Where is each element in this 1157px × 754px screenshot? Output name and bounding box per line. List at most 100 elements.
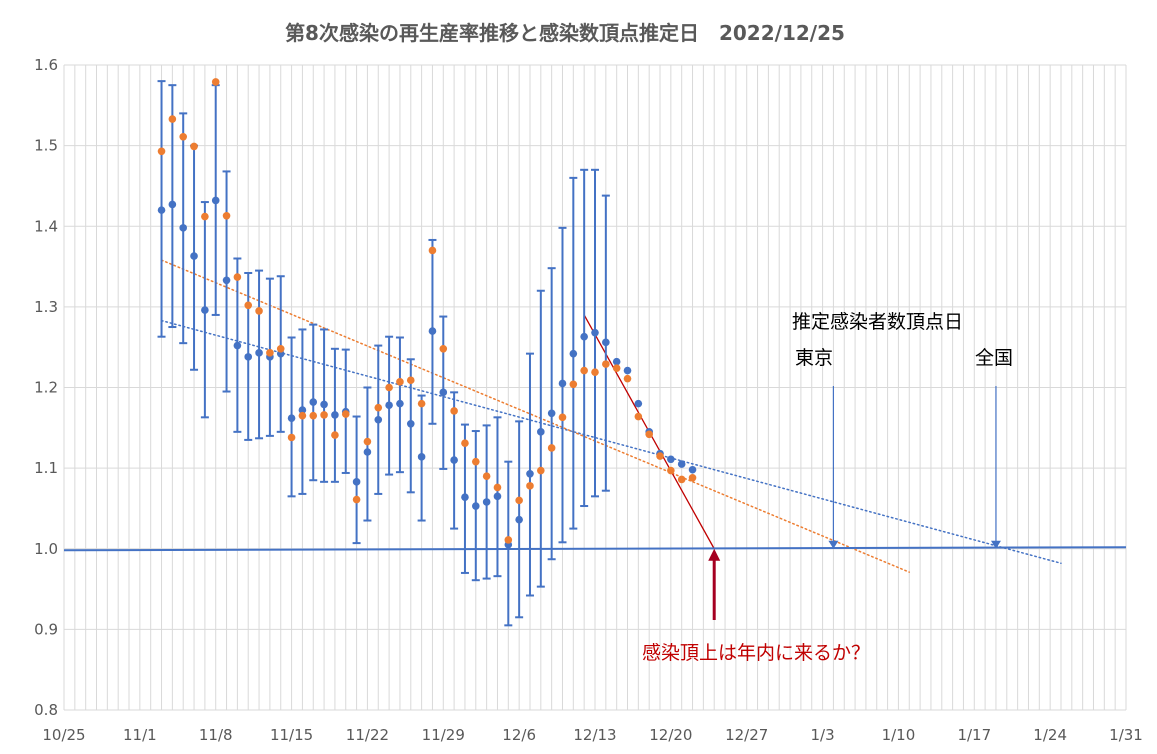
x-tick-label: 10/25 — [42, 726, 85, 744]
error-bars — [157, 80, 610, 627]
data-point-orange — [482, 472, 491, 480]
data-point-orange — [363, 437, 372, 446]
data-point-blue — [179, 224, 188, 232]
data-point-orange — [287, 433, 296, 442]
x-tick-label: 11/22 — [346, 726, 389, 744]
y-tick-label: 1.5 — [34, 137, 58, 155]
data-point-orange — [471, 457, 480, 466]
data-point-orange — [558, 413, 567, 422]
data-point-blue — [493, 492, 502, 501]
data-point-blue — [363, 448, 372, 456]
data-point-blue — [450, 456, 458, 464]
data-point-orange — [688, 474, 697, 482]
x-tick-label: 11/8 — [199, 726, 233, 744]
data-point-orange — [493, 483, 502, 492]
data-point-blue — [591, 328, 599, 337]
annotations: 推定感染者数頂点日 東京 全国 感染頂上は年内に来るか？ — [642, 311, 1013, 664]
data-point-orange — [385, 383, 393, 392]
data-point-blue — [157, 206, 166, 214]
data-point-orange — [331, 431, 339, 439]
data-point-orange — [645, 430, 653, 439]
chart-title: 第8次感染の再生産率推移と感染数頂点推定日 2022/12/25 — [285, 21, 845, 45]
y-tick-label: 1.0 — [34, 540, 58, 558]
data-point-orange — [526, 482, 534, 490]
data-point-orange — [439, 345, 448, 353]
x-tick-label: 12/20 — [649, 726, 692, 744]
data-point-blue — [396, 399, 404, 408]
x-tick-label: 1/17 — [957, 726, 991, 744]
data-point-orange — [569, 380, 578, 389]
data-point-blue — [331, 411, 339, 419]
data-point-orange — [320, 411, 328, 419]
data-point-blue — [461, 493, 469, 501]
data-point-blue — [222, 276, 231, 285]
data-point-blue — [677, 460, 686, 468]
data-point-orange — [222, 211, 231, 220]
x-tick-label: 11/29 — [422, 726, 465, 744]
baseline-line — [63, 546, 1127, 552]
data-point-orange — [580, 366, 588, 375]
y-tick-label: 1.2 — [34, 379, 58, 397]
data-point-blue — [287, 414, 296, 422]
data-point-blue — [352, 478, 361, 486]
data-point-orange — [656, 452, 664, 460]
data-point-orange — [428, 246, 437, 255]
data-point-blue — [537, 428, 545, 436]
data-point-blue — [298, 406, 307, 414]
data-point-orange — [667, 466, 675, 475]
y-tick-label: 0.8 — [34, 701, 58, 719]
y-tick-label: 1.1 — [34, 459, 58, 477]
data-point-blue — [233, 341, 242, 350]
data-point-orange — [244, 301, 253, 310]
data-point-orange — [537, 466, 545, 475]
y-tick-label: 1.4 — [34, 217, 58, 235]
annotation-question-arrow-head — [708, 548, 721, 561]
baseline-1-0 — [63, 546, 1127, 552]
data-point-blue — [417, 453, 426, 461]
data-point-blue — [482, 498, 491, 506]
data-point-blue — [211, 196, 220, 205]
data-point-orange — [396, 378, 404, 386]
annotation-tokyo-arrow-head — [828, 540, 839, 549]
data-point-orange — [623, 374, 632, 383]
data-point-orange — [341, 410, 350, 418]
data-point-orange — [406, 376, 415, 385]
data-point-blue — [612, 357, 621, 366]
data-point-orange — [179, 132, 188, 141]
data-point-orange — [515, 496, 523, 505]
x-tick-label: 1/10 — [882, 726, 916, 744]
data-point-orange — [504, 536, 513, 544]
x-tick-label: 1/3 — [811, 726, 835, 744]
data-point-orange — [309, 411, 318, 420]
data-point-orange — [591, 368, 599, 376]
data-point-orange — [677, 475, 686, 484]
y-tick-label: 0.9 — [34, 620, 58, 638]
data-point-blue — [244, 353, 253, 361]
annotation-question-label: 感染頂上は年内に来るか？ — [642, 642, 870, 664]
y-tick-label: 1.6 — [34, 56, 58, 74]
annotation-national-label: 全国 — [975, 347, 1013, 369]
data-point-blue — [634, 399, 643, 408]
data-point-blue — [190, 252, 198, 260]
data-point-orange — [547, 444, 556, 452]
data-point-blue — [439, 388, 448, 397]
data-point-orange — [352, 495, 361, 504]
data-point-blue — [406, 419, 415, 428]
x-tick-label: 12/6 — [502, 726, 536, 744]
annotation-tokyo-label: 東京 — [795, 347, 833, 369]
data-point-blue — [320, 400, 328, 409]
data-point-orange — [168, 115, 177, 123]
data-point-orange — [461, 439, 469, 447]
data-points — [157, 78, 697, 549]
axis-tick-labels: 0.8 0.9 1.0 1.1 1.2 1.3 1.4 1.5 1.6 10/25 11/1 11/8… — [34, 56, 1143, 744]
data-point-blue — [515, 515, 523, 524]
data-point-blue — [428, 327, 437, 335]
data-point-orange — [602, 360, 610, 368]
data-point-blue — [201, 306, 209, 314]
data-point-orange — [276, 345, 285, 353]
data-point-orange — [211, 78, 220, 86]
x-tick-label: 12/13 — [573, 726, 616, 744]
x-tick-label: 12/27 — [725, 726, 768, 744]
data-point-blue — [168, 200, 177, 209]
